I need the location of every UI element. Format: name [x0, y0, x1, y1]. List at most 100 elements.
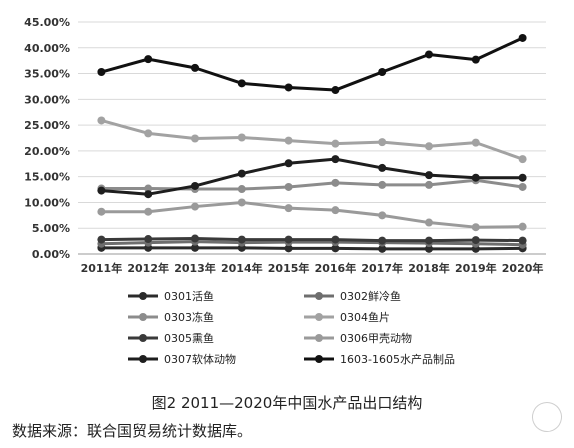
- legend-swatch-marker: [315, 292, 323, 300]
- data-point: [331, 178, 340, 187]
- legend-item: 0302鲜冷鱼: [304, 289, 401, 303]
- data-point: [284, 83, 293, 92]
- data-point: [331, 139, 340, 148]
- x-tick-label: 2012年: [127, 261, 169, 275]
- data-point: [97, 207, 106, 216]
- y-tick-label: 30.00%: [24, 93, 70, 106]
- legend-label: 0301活鱼: [164, 289, 214, 303]
- data-point: [518, 173, 527, 182]
- series-6: [97, 198, 527, 232]
- data-point: [518, 222, 527, 231]
- data-point: [378, 68, 387, 77]
- data-point: [97, 116, 106, 125]
- data-point: [144, 55, 153, 64]
- data-point: [191, 63, 199, 72]
- data-point: [284, 204, 293, 213]
- x-tick-label: 2014年: [221, 261, 263, 275]
- data-point: [378, 211, 387, 220]
- series-8: [97, 33, 527, 95]
- legend-item: 0303冻鱼: [128, 310, 214, 324]
- x-tick-label: 2015年: [268, 261, 310, 275]
- data-point: [191, 243, 199, 252]
- y-tick-label: 25.00%: [24, 119, 70, 132]
- series-1: [97, 243, 527, 253]
- data-point: [97, 68, 106, 77]
- data-point: [144, 207, 153, 216]
- x-tick-label: 2020年: [502, 261, 544, 275]
- data-point: [425, 236, 433, 245]
- data-point: [237, 235, 246, 244]
- y-tick-label: 5.00%: [32, 222, 70, 235]
- legend-label: 0304鱼片: [340, 310, 390, 324]
- data-point: [425, 50, 433, 59]
- data-point: [284, 136, 293, 145]
- legend-label: 0302鲜冷鱼: [340, 289, 401, 303]
- data-point: [284, 235, 293, 244]
- y-tick-label: 35.00%: [24, 68, 70, 81]
- series-line: [101, 246, 523, 251]
- data-point: [144, 235, 153, 244]
- y-tick-label: 45.00%: [24, 16, 70, 29]
- series-line: [101, 157, 523, 196]
- data-point: [378, 163, 387, 172]
- gridlines: [78, 21, 546, 255]
- data-point: [144, 129, 153, 138]
- legend-swatch-marker: [315, 334, 323, 342]
- x-tick-label: 2013年: [174, 261, 216, 275]
- data-source-note: 数据来源：联合国贸易统计数据库。: [12, 422, 253, 440]
- legend-swatch-marker: [315, 355, 323, 363]
- x-tick-label: 2016年: [315, 261, 357, 275]
- data-point: [284, 182, 293, 191]
- legend-label: 0303冻鱼: [164, 310, 214, 324]
- data-point: [331, 86, 340, 95]
- legend-item: 0304鱼片: [304, 310, 390, 324]
- data-point: [518, 155, 527, 164]
- data-point: [191, 202, 199, 211]
- data-point: [425, 218, 433, 227]
- y-tick-label: 10.00%: [24, 196, 70, 209]
- data-point: [331, 244, 340, 253]
- x-tick-label: 2019年: [455, 261, 497, 275]
- y-tick-label: 0.00%: [32, 248, 70, 261]
- data-point: [471, 55, 480, 64]
- data-point: [518, 236, 527, 245]
- data-point: [471, 236, 480, 245]
- data-point: [237, 169, 246, 178]
- legend-swatch-marker: [139, 334, 147, 342]
- data-point: [237, 133, 246, 142]
- legend-label: 0307软体动物: [164, 352, 236, 366]
- y-tick-label: 20.00%: [24, 145, 70, 158]
- data-point: [331, 155, 340, 164]
- legend-label: 0306甲壳动物: [340, 331, 412, 345]
- x-tick-label: 2017年: [361, 261, 403, 275]
- data-point: [425, 142, 433, 151]
- data-point: [284, 244, 293, 253]
- data-point: [378, 138, 387, 147]
- data-point: [237, 198, 246, 207]
- legend-item: 0301活鱼: [128, 289, 214, 303]
- legend-swatch-marker: [139, 355, 147, 363]
- data-point: [237, 79, 246, 88]
- series-line: [101, 178, 523, 191]
- y-tick-label: 15.00%: [24, 171, 70, 184]
- series-line: [101, 119, 524, 161]
- data-point: [425, 244, 433, 253]
- legend-item: 0306甲壳动物: [304, 331, 412, 345]
- data-point: [425, 171, 433, 180]
- legend-item: 0305熏鱼: [128, 331, 214, 345]
- series-line: [101, 240, 523, 247]
- data-point: [331, 235, 340, 244]
- x-axis-tick-labels: 2011年 2012年 2013年 2014年 2015年 2016年 2017年 2018年…: [81, 261, 544, 275]
- data-point: [378, 244, 387, 253]
- data-point: [518, 33, 527, 42]
- line-chart: 0.00% 5.00% 10.00% 15.00% 20.00% 25.00% 30.00%…: [24, 16, 546, 366]
- legend-swatch-marker: [139, 292, 147, 300]
- data-point: [471, 138, 480, 147]
- data-point: [97, 186, 106, 195]
- legend-label: 1603-1605水产品制品: [340, 352, 455, 366]
- legend-swatch-marker: [315, 313, 323, 321]
- data-point: [237, 185, 246, 194]
- data-point: [144, 190, 153, 199]
- data-point: [425, 180, 433, 189]
- legend-item: 0307软体动物: [128, 352, 236, 366]
